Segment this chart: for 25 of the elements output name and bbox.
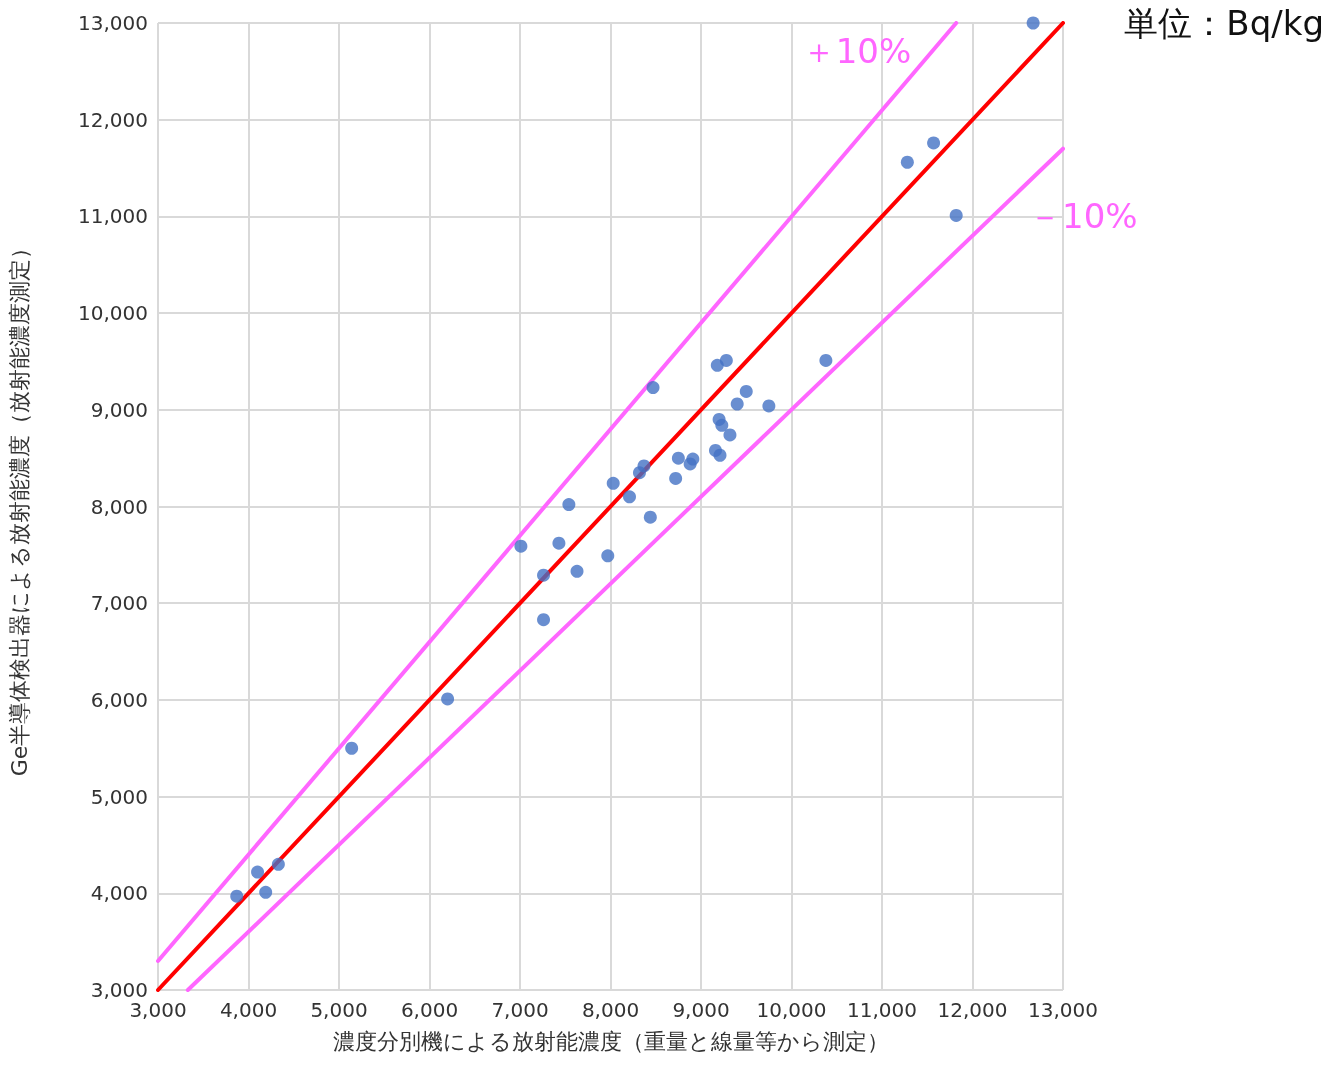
y-tick-label: 13,000 — [78, 11, 148, 35]
x-tick-label: 5,000 — [310, 998, 368, 1022]
y-tick-label: 9,000 — [90, 397, 148, 422]
x-tick-label: 10,000 — [756, 998, 827, 1022]
y-tick-label: 7,000 — [90, 591, 148, 616]
y-tick-label: 4,000 — [90, 881, 148, 906]
x-tick-label: 4,000 — [219, 998, 278, 1022]
series-label: ＋10% — [801, 31, 912, 71]
series-label: －10% — [1028, 195, 1138, 236]
text: 単位：Bq/kg — [1124, 3, 1325, 43]
x-tick-label: 7,000 — [491, 998, 549, 1022]
y-tick-label: 6,000 — [90, 687, 148, 712]
x-tick-label: 13,000 — [1028, 998, 1098, 1022]
y-tick-label: 8,000 — [90, 494, 148, 519]
y-axis-title: Ge半導体検出器による放射能濃度（放射能濃度測定） — [6, 236, 32, 777]
x-tick-label: 11,000 — [847, 998, 917, 1022]
x-tick-label: 8,000 — [581, 998, 640, 1022]
y-tick-label: 11,000 — [78, 204, 148, 229]
y-tick-label: 10,000 — [78, 301, 148, 326]
x-tick-label: 9,000 — [672, 998, 730, 1022]
x-axis-title: 濃度分別機による放射能濃度（重量と線量等から測定） — [332, 1028, 889, 1054]
y-tick-label: 5,000 — [90, 784, 148, 809]
x-tick-label: 12,000 — [937, 998, 1008, 1022]
x-tick-label: 6,000 — [400, 998, 459, 1022]
y-tick-label: 12,000 — [78, 107, 148, 132]
